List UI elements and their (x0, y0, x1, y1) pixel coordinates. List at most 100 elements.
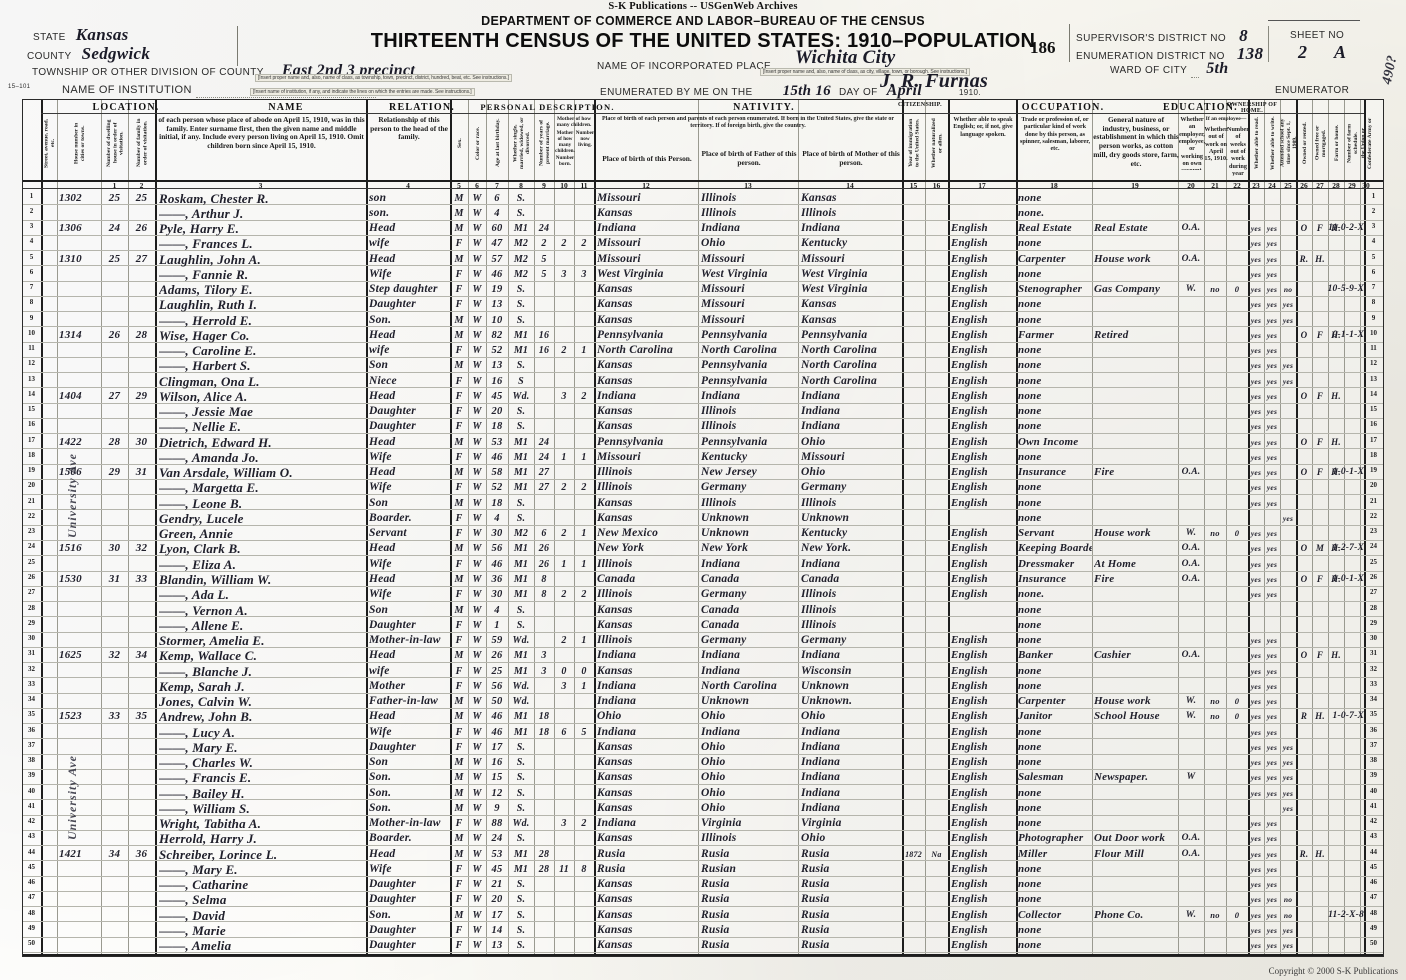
row-number-right: 42 (1370, 817, 1377, 826)
cell-farm: H. (1331, 574, 1341, 584)
cell-mpob: North Carolina (801, 359, 877, 372)
cell-sex: M (454, 772, 464, 784)
column-number-23: 23 (1252, 181, 1260, 190)
cell-pob: Kansas (597, 298, 633, 311)
cell-name: ——, Fannie R. (159, 266, 249, 282)
cell-fpob: Illinois (701, 832, 737, 845)
cell-own: O (1300, 574, 1308, 584)
row-rule-38 (23, 768, 1383, 770)
cell-race: W (472, 711, 482, 723)
cell-write: yes (1266, 758, 1278, 768)
cell-relation: Daughter (369, 878, 416, 891)
cell-race: W (472, 772, 482, 784)
cell-free: F (1316, 650, 1324, 661)
cell-race: W (472, 894, 482, 906)
cell-race: W (472, 299, 482, 311)
row-number-left: 10 (28, 328, 35, 337)
cell-mpob: Indiana (801, 222, 841, 235)
cell-fpob: Germany (701, 588, 747, 601)
cell-occ: Own Income (1018, 435, 1079, 448)
column-header-born: Mother of how many children. Number born… (555, 130, 575, 167)
cell-school: no (1283, 895, 1293, 905)
cell-mpob: Indiana (801, 771, 841, 784)
row-number-left: 26 (28, 573, 35, 581)
cell-relation: Head (369, 252, 396, 265)
cell-pob: Kansas (597, 405, 633, 418)
cell-name: ——, Amelia (159, 938, 232, 954)
row-rule-8 (23, 311, 1383, 313)
column-number-28: 28 (1332, 181, 1340, 190)
cell-relation: Son (369, 359, 389, 372)
cell-pob: Kansas (597, 283, 633, 296)
cell-living: 2 (581, 390, 587, 402)
row-number-left: 49 (28, 923, 35, 932)
sheet-header: S-K Publications -- USGenWeb Archives DE… (0, 0, 1406, 100)
cell-relation: Wife (369, 862, 392, 875)
cell-fpob: Missouri (701, 298, 745, 311)
cell-name: ——, Nellie E. (159, 419, 242, 435)
row-number-left: 46 (28, 878, 35, 887)
cell-write: yes (1266, 407, 1278, 417)
cell-eng: English (951, 252, 988, 265)
cell-pob: Missouri (597, 252, 641, 265)
cell-race: W (472, 787, 482, 799)
cell-marital: S. (516, 894, 526, 906)
cell-eng: English (951, 664, 988, 677)
cell-fpob: North Carolina (701, 679, 777, 692)
cell-race: W (472, 329, 482, 341)
cell-farm: H. (1331, 223, 1341, 234)
cell-eng: English (951, 405, 988, 418)
column-rule-born (554, 100, 555, 956)
cell-relation: Head (369, 847, 396, 860)
cell-race: W (472, 940, 482, 952)
cell-fpob: North Carolina (701, 344, 777, 357)
column-rule-pob (594, 100, 596, 956)
row-rule-19 (23, 478, 1383, 480)
cell-marital: Wd. (512, 635, 530, 647)
cell-yrs: 8 (541, 574, 547, 585)
cell-eng: English (951, 496, 988, 509)
cell-school: yes (1282, 315, 1294, 325)
cell-race: W (472, 558, 482, 570)
cell-house: 1516 (59, 542, 82, 555)
cell-marital: M1 (513, 467, 529, 479)
cell-free: F (1316, 223, 1324, 234)
cell-name: ——, Mary E. (159, 861, 238, 877)
cell-name: Green, Annie (159, 526, 234, 542)
cell-pob: Canada (597, 573, 636, 585)
cell-marital: M1 (513, 482, 529, 494)
cell-marital: S. (516, 192, 526, 204)
column-header-dwell: Number of dwelling house in order of vis… (105, 119, 125, 167)
cell-age: 88 (491, 818, 503, 830)
row-number-right: 13 (1370, 374, 1377, 383)
row-rule-48 (23, 921, 1383, 923)
cell-pob: Rusia (597, 862, 626, 875)
cell-read: yes (1250, 712, 1262, 722)
cell-living: 2 (581, 818, 587, 830)
cell-emp: O.A. (1181, 574, 1201, 584)
cell-eng: English (951, 435, 988, 448)
cell-race: W (472, 238, 482, 250)
cell-fpob: West Virginia (701, 267, 768, 280)
cell-yrs: 3 (541, 650, 547, 662)
column-number-25: 25 (1284, 181, 1292, 190)
cell-yrs: 5 (541, 253, 547, 265)
group-header-rule (41, 113, 1364, 114)
margin-note-street-1: University Ave (65, 453, 79, 538)
cell-living: 2 (581, 482, 587, 494)
row-number-left: 13 (28, 374, 35, 383)
cell-marital: S (518, 375, 524, 387)
cell-mpob: Indiana (801, 557, 841, 570)
census-table: LOCATION. NAME RELATION. PERSONAL DESCRIPTI… (22, 99, 1384, 957)
cell-yrs: 3 (541, 665, 547, 677)
cell-born: 1 (561, 451, 567, 463)
cell-name: ——, Mary E. (159, 739, 238, 755)
cell-mpob: Indiana (801, 756, 841, 769)
cell-mpob: Kansas (801, 313, 837, 326)
cell-write: yes (1266, 681, 1278, 691)
cell-born: 3 (561, 680, 567, 692)
cell-race: W (472, 512, 482, 524)
cell-ind: Fire (1094, 573, 1115, 585)
cell-mpob: Rusia (801, 862, 830, 875)
cell-age: 52 (491, 345, 503, 357)
